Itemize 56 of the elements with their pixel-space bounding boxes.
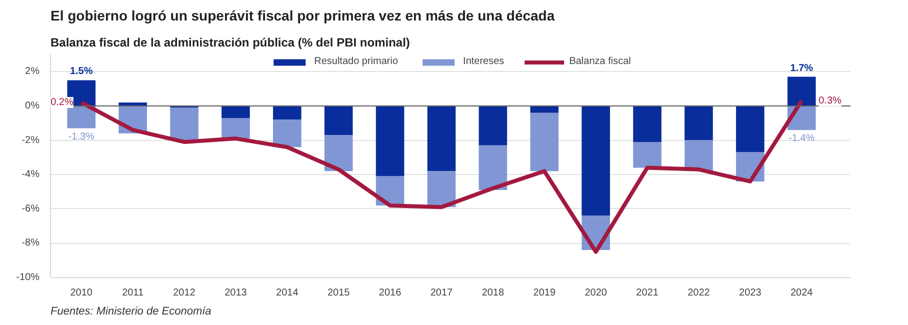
x-tick-label: 2023	[739, 288, 762, 298]
x-tick-label: 2018	[482, 288, 505, 298]
x-tick-label: 2013	[224, 288, 248, 298]
y-tick-label: -4%	[22, 169, 40, 180]
data-label: 1.5%	[70, 66, 93, 78]
bar	[633, 106, 662, 142]
legend-label: Intereses	[463, 56, 504, 67]
bar	[530, 106, 559, 113]
bar	[478, 145, 508, 190]
bar	[170, 108, 198, 140]
bar	[633, 142, 662, 168]
bar	[582, 106, 610, 216]
y-tick-label: 0%	[25, 100, 40, 112]
x-tick-label: 2014	[276, 288, 299, 298]
bar	[324, 135, 353, 172]
legend-label: Resultado primario	[314, 56, 398, 67]
x-tick-label: 2024	[790, 288, 814, 298]
x-tick-label: 2022	[688, 288, 710, 298]
x-tick-label: 2020	[584, 288, 608, 298]
y-tick-label: -10%	[16, 272, 40, 283]
bar	[787, 76, 816, 106]
data-label: -1.4%	[788, 132, 815, 144]
bar	[530, 112, 559, 172]
x-tick-label: 2015	[327, 288, 350, 298]
x-tick-label: 2016	[378, 288, 402, 298]
x-tick-label: 2010	[70, 288, 93, 298]
x-tick-label: 2019	[533, 288, 556, 298]
bar	[684, 106, 713, 140]
bar	[376, 106, 404, 176]
x-tick-label: 2021	[636, 288, 659, 298]
y-tick-label: -6%	[22, 203, 40, 214]
source-note: Fuentes: Ministerio de Economía	[50, 306, 212, 318]
data-label: 1.7%	[790, 62, 814, 74]
bar	[478, 106, 508, 146]
y-tick-label: 2%	[25, 66, 40, 78]
y-tick-label: -8%	[22, 238, 40, 249]
bar	[222, 106, 250, 118]
bar	[684, 140, 713, 172]
data-label: 0.3%	[818, 95, 842, 106]
bar	[427, 171, 456, 208]
bar	[324, 106, 353, 136]
data-label: -1.3%	[68, 131, 95, 142]
x-tick-label: 2017	[430, 288, 454, 298]
x-tick-label: 2011	[122, 288, 144, 298]
chart-title: El gobierno logró un superávit fiscal por primera vez en más de una década	[50, 8, 555, 24]
legend-label: Balanza fiscal	[569, 56, 631, 67]
bar	[736, 106, 764, 152]
bar	[273, 106, 302, 120]
y-tick-label: -2%	[22, 134, 40, 146]
bar	[273, 120, 302, 148]
x-tick-label: 2012	[173, 288, 196, 298]
bar	[427, 106, 456, 172]
data-label: 0.2%	[50, 97, 74, 108]
bar	[222, 118, 250, 139]
bar	[67, 106, 96, 128]
chart-subtitle: Balanza fiscal de la administración pública (% del PBI nominal)	[50, 36, 410, 50]
